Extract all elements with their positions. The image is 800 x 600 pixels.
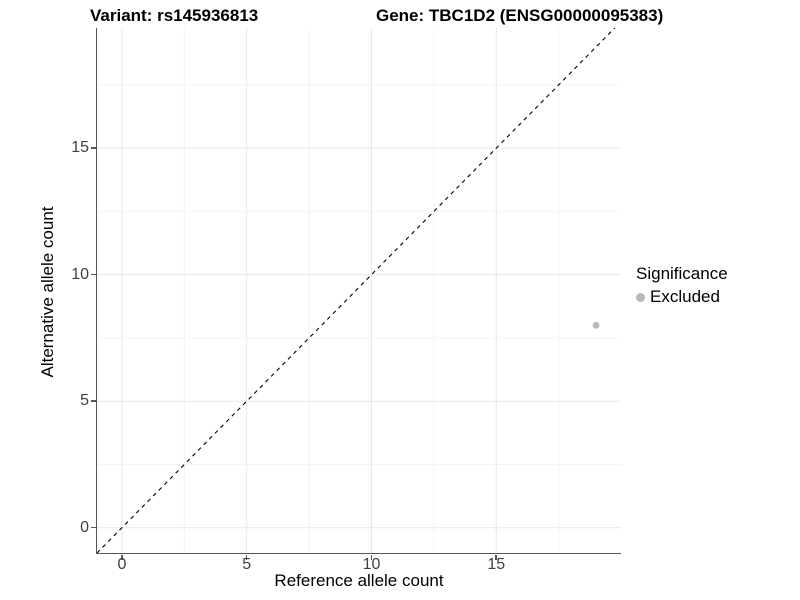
x-tick-label: 10 [362, 556, 381, 573]
y-tick-mark [90, 400, 96, 402]
y-tick-mark [90, 526, 96, 529]
plot-panel [95, 28, 621, 554]
y-axis-title: Alternative allele count [38, 206, 57, 378]
legend-point-icon [636, 292, 645, 302]
legend-item-label: Excluded [650, 287, 720, 306]
x-tick-label: 15 [487, 556, 506, 573]
x-tick-label: 0 [117, 556, 127, 573]
y-tick-label: 5 [80, 392, 89, 410]
y-tick-mark [90, 147, 96, 149]
x-tick-mark [245, 554, 248, 560]
x-tick-mark [121, 554, 123, 560]
y-tick-mark [90, 273, 96, 276]
y-tick-label: 0 [80, 518, 89, 536]
identity-line [96, 28, 615, 553]
y-tick-label: 15 [71, 139, 89, 157]
data-point [592, 321, 599, 329]
x-axis-title: Reference allele count [274, 571, 444, 590]
y-tick-label: 10 [71, 265, 89, 283]
legend: Significance Excluded [636, 264, 728, 307]
x-tick-mark [495, 554, 497, 560]
x-tick-mark [370, 554, 373, 560]
legend-title: Significance [636, 264, 728, 283]
plot-title-gene: Gene: TBC1D2 (ENSG00000095383) [376, 6, 664, 25]
plot-title-variant: Variant: rs145936813 [90, 6, 259, 25]
legend-item-excluded: Excluded [636, 287, 728, 307]
x-tick-label: 5 [242, 556, 252, 573]
